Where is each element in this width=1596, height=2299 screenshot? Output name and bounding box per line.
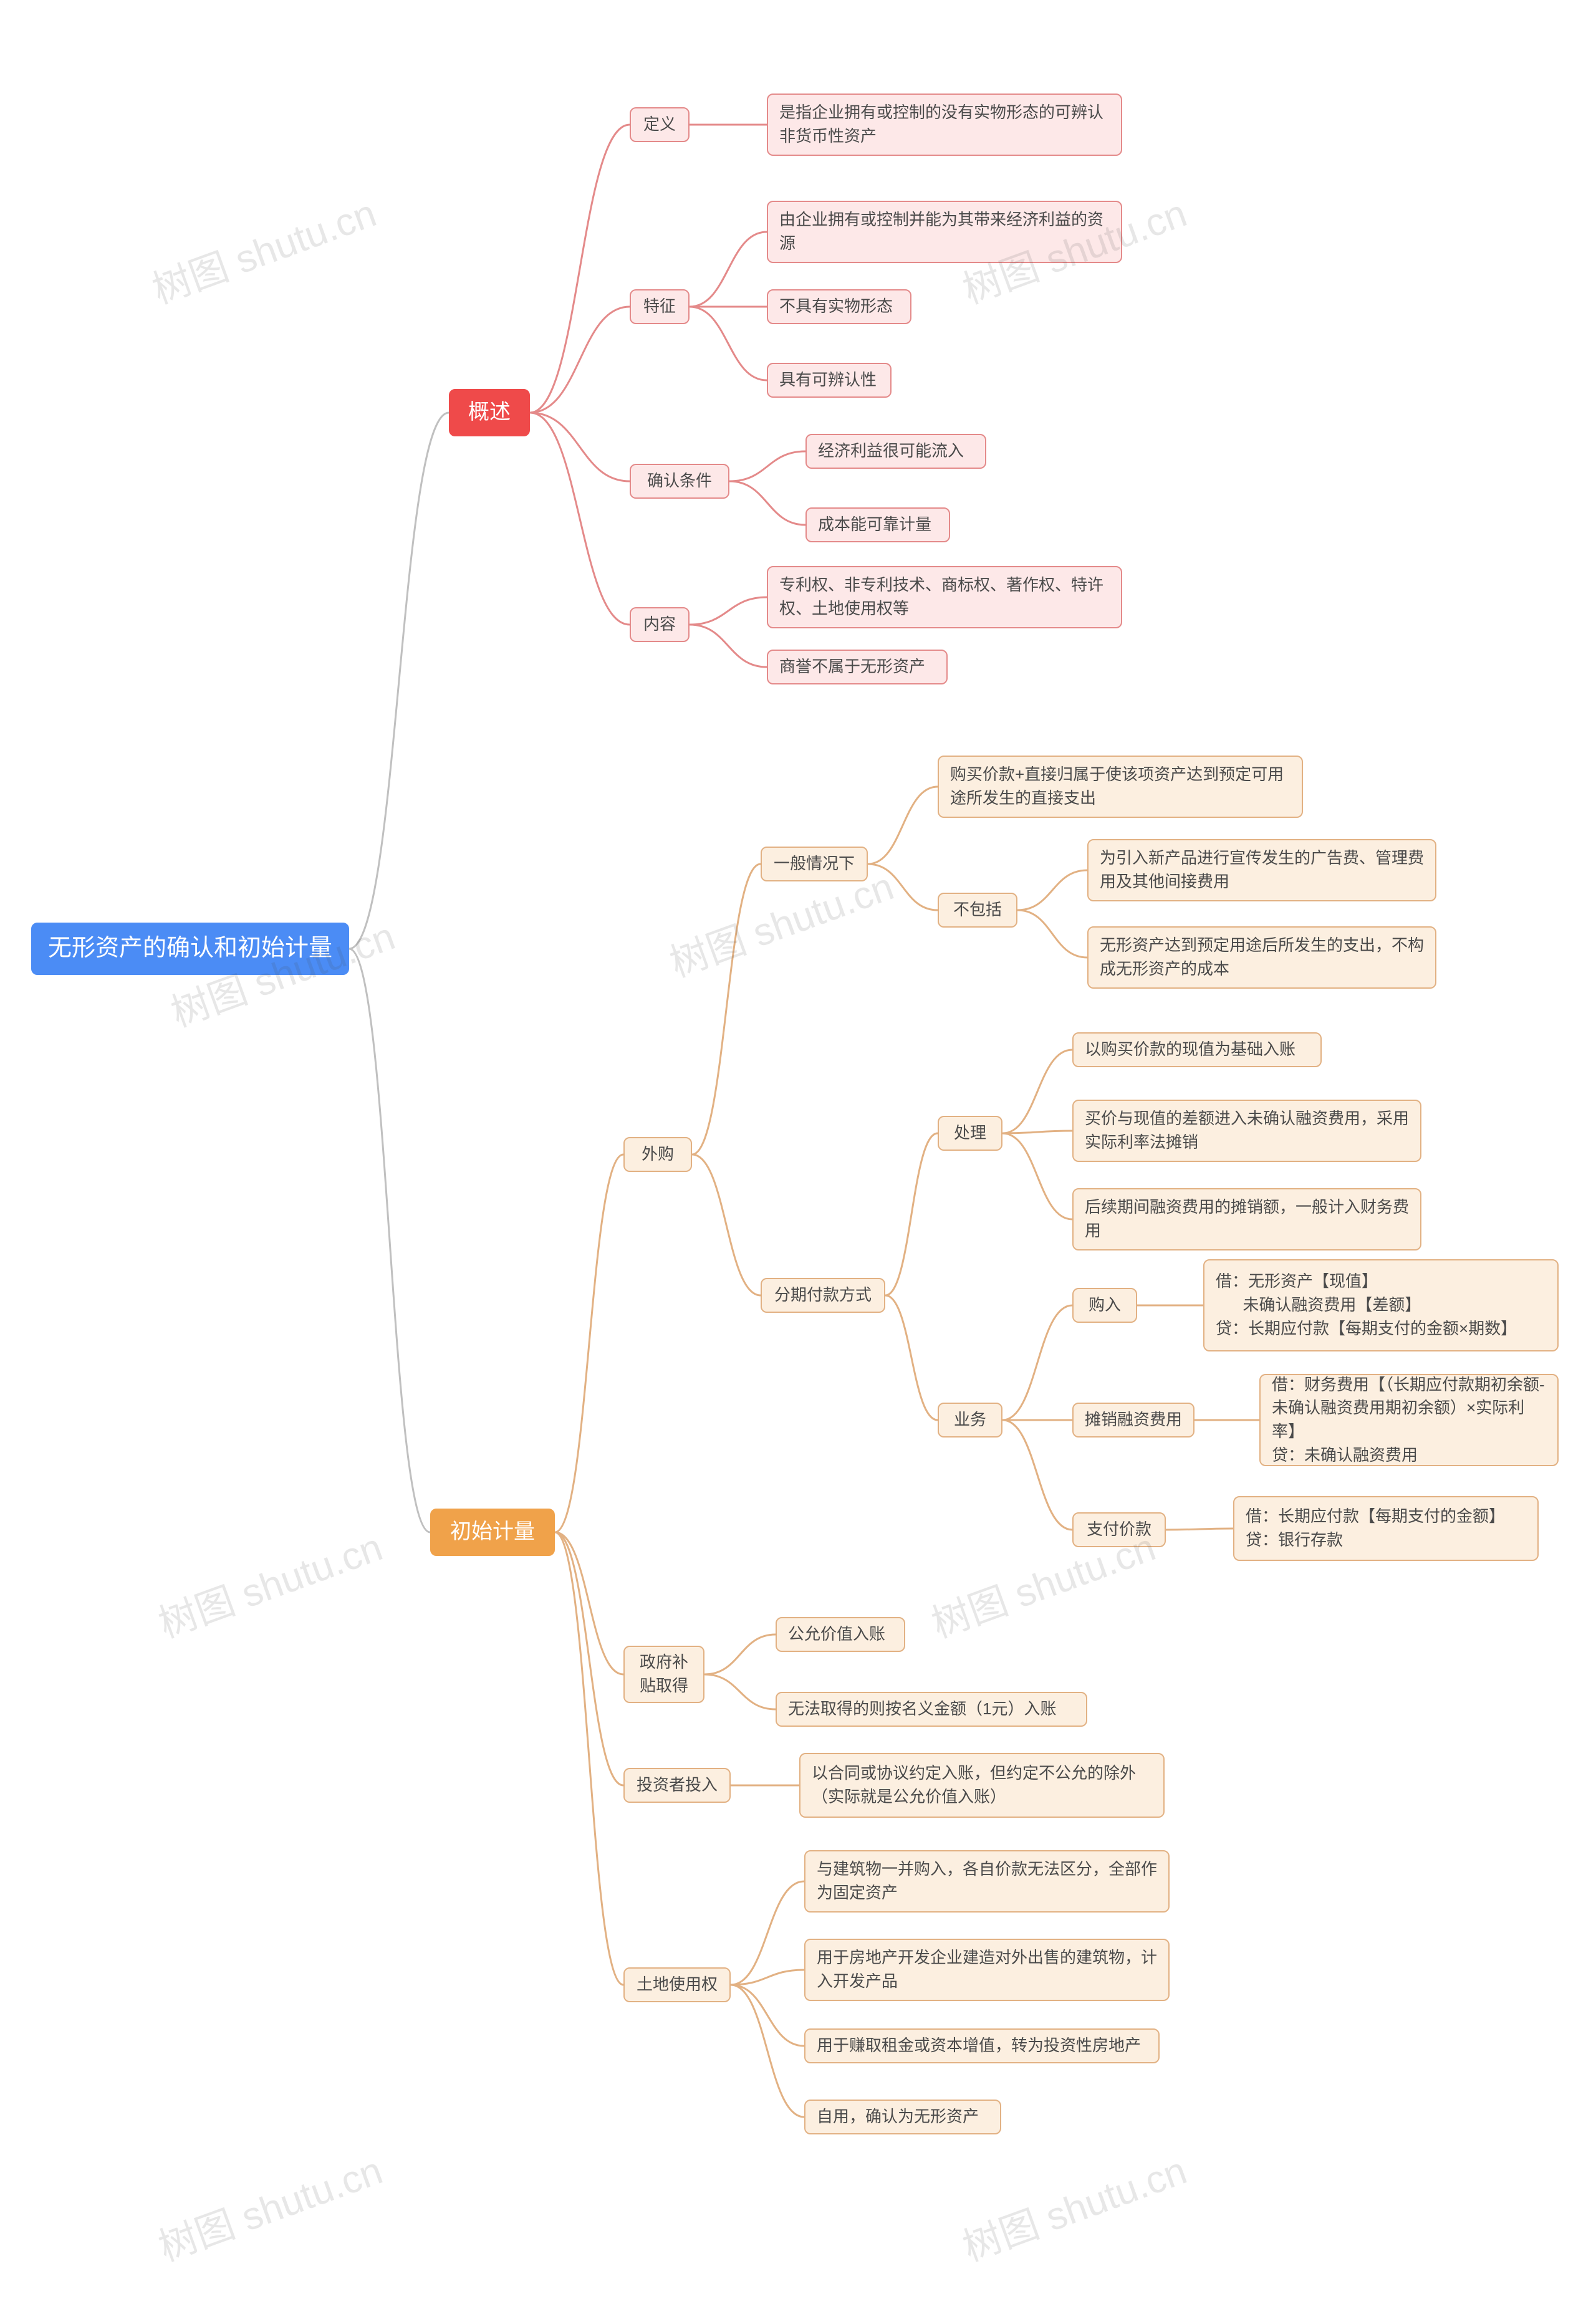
watermark: 树图 shutu.cn	[954, 2139, 1193, 2272]
node-g_land2: 用于房地产开发企业建造对外出售的建筑物，计入开发产品	[804, 1939, 1170, 2001]
node-g_bbk1: 为引入新产品进行宣传发生的广告费、管理费用及其他间接费用	[1087, 839, 1436, 901]
connector	[530, 413, 630, 625]
node-r_nr_1: 专利权、非专利技术、商标权、著作权、特许权、土地使用权等	[767, 566, 1122, 628]
connector	[731, 1985, 804, 2117]
connector	[731, 1970, 804, 1985]
connector	[690, 625, 767, 667]
connector	[1002, 1131, 1072, 1133]
connector	[690, 232, 767, 307]
connector	[1002, 1305, 1072, 1420]
node-g_yb: 一般情况下	[761, 847, 868, 881]
node-r_qr_1: 经济利益很可能流入	[805, 434, 986, 469]
node-root: 无形资产的确认和初始计量	[31, 923, 349, 975]
node-r_dy: 定义	[630, 107, 690, 142]
connector	[868, 787, 938, 864]
watermark: 树图 shutu.cn	[143, 182, 383, 315]
node-g_bbk2: 无形资产达到预定用途后所发生的支出，不构成无形资产的成本	[1087, 926, 1436, 989]
connector	[885, 1133, 938, 1295]
node-g_land4: 自用，确认为无形资产	[804, 2100, 1001, 2134]
watermark: 树图 shutu.cn	[150, 1516, 389, 1649]
node-g_tx_v: 借：财务费用【（长期应付款期初余额-未确认融资费用期初余额）×实际利率】 贷：未…	[1259, 1374, 1559, 1466]
node-g_cl: 处理	[938, 1116, 1002, 1151]
watermark: 树图 shutu.cn	[150, 2139, 389, 2272]
node-g_tx: 摊销融资费用	[1072, 1403, 1195, 1437]
connector	[729, 451, 805, 481]
node-g_land3: 用于赚取租金或资本增值，转为投资性房地产	[804, 2028, 1160, 2063]
connector	[1017, 870, 1087, 910]
node-g_fq: 分期付款方式	[761, 1278, 885, 1313]
node-g_waigou: 外购	[623, 1137, 692, 1172]
node-r_tz_3: 具有可辨认性	[767, 363, 892, 398]
node-r_tz_1: 由企业拥有或控制并能为其带来经济利益的资源	[767, 201, 1122, 263]
connector	[692, 864, 761, 1154]
node-r_qr_2: 成本能可靠计量	[805, 507, 950, 542]
node-g_land1: 与建筑物一并购入，各自价款无法区分，全部作为固定资产	[804, 1850, 1170, 1913]
connector	[704, 1634, 776, 1674]
connector	[1002, 1050, 1072, 1133]
node-r_dy_1: 是指企业拥有或控制的没有实物形态的可辨认非货币性资产	[767, 94, 1122, 156]
connector	[868, 864, 938, 910]
connector	[731, 1881, 804, 1985]
connector	[555, 1532, 623, 1674]
connector	[1002, 1420, 1072, 1530]
node-g_yw: 业务	[938, 1403, 1002, 1437]
node-g_gov1: 公允价值入账	[776, 1617, 905, 1652]
connector	[530, 125, 630, 413]
node-g_inv1: 以合同或协议约定入账，但约定不公允的除外（实际就是公允价值入账）	[799, 1753, 1165, 1818]
connector	[530, 413, 630, 481]
node-g_invest: 投资者投入	[623, 1768, 731, 1803]
connector	[690, 307, 767, 380]
connector	[555, 1532, 623, 1785]
connector	[1166, 1529, 1233, 1530]
node-g_cl2: 买价与现值的差额进入未确认融资费用，采用实际利率法摊销	[1072, 1100, 1421, 1162]
connector	[555, 1532, 623, 1985]
node-g_cl1: 以购买价款的现值为基础入账	[1072, 1032, 1322, 1067]
connector	[885, 1295, 938, 1420]
connector	[704, 1674, 776, 1709]
connector	[731, 1985, 804, 2046]
node-r_tz: 特征	[630, 289, 690, 324]
node-g_land: 土地使用权	[623, 1967, 731, 2002]
connector	[530, 307, 630, 413]
node-g_zf_v: 借：长期应付款【每期支付的金额】 贷：银行存款	[1233, 1496, 1539, 1561]
connector	[1002, 1133, 1072, 1219]
node-r_nr_2: 商誉不属于无形资产	[767, 650, 948, 684]
node-g_bbk: 不包括	[938, 893, 1017, 928]
node-l1_gailu: 概述	[449, 389, 530, 436]
node-g_gr: 购入	[1072, 1288, 1137, 1323]
node-g_zf: 支付价款	[1072, 1512, 1166, 1547]
node-g_gov2: 无法取得的则按名义金额（1元）入账	[776, 1692, 1087, 1727]
connector	[692, 1154, 761, 1295]
node-r_qr: 确认条件	[630, 464, 729, 499]
connector	[729, 481, 805, 525]
node-g_gr_v: 借：无形资产【现值】 未确认融资费用【差额】 贷：长期应付款【每期支付的金额×期…	[1203, 1259, 1559, 1351]
node-g_cl3: 后续期间融资费用的摊销额，一般计入财务费用	[1072, 1188, 1421, 1250]
connector	[555, 1154, 623, 1532]
node-g_gov: 政府补贴取得	[623, 1646, 704, 1703]
node-r_nr: 内容	[630, 607, 690, 642]
mindmap-canvas: 无形资产的确认和初始计量 概述初始计量 定义特征确认条件内容 是指企业拥有或控制的没有…	[0, 0, 1596, 2299]
connector	[349, 949, 430, 1532]
connector	[1017, 910, 1087, 958]
connector	[690, 597, 767, 625]
node-g_ybk: 购买价款+直接归属于使该项资产达到预定可用途所发生的直接支出	[938, 756, 1303, 818]
node-l1_chushi: 初始计量	[430, 1509, 555, 1556]
connector	[349, 413, 449, 949]
node-r_tz_2: 不具有实物形态	[767, 289, 911, 324]
